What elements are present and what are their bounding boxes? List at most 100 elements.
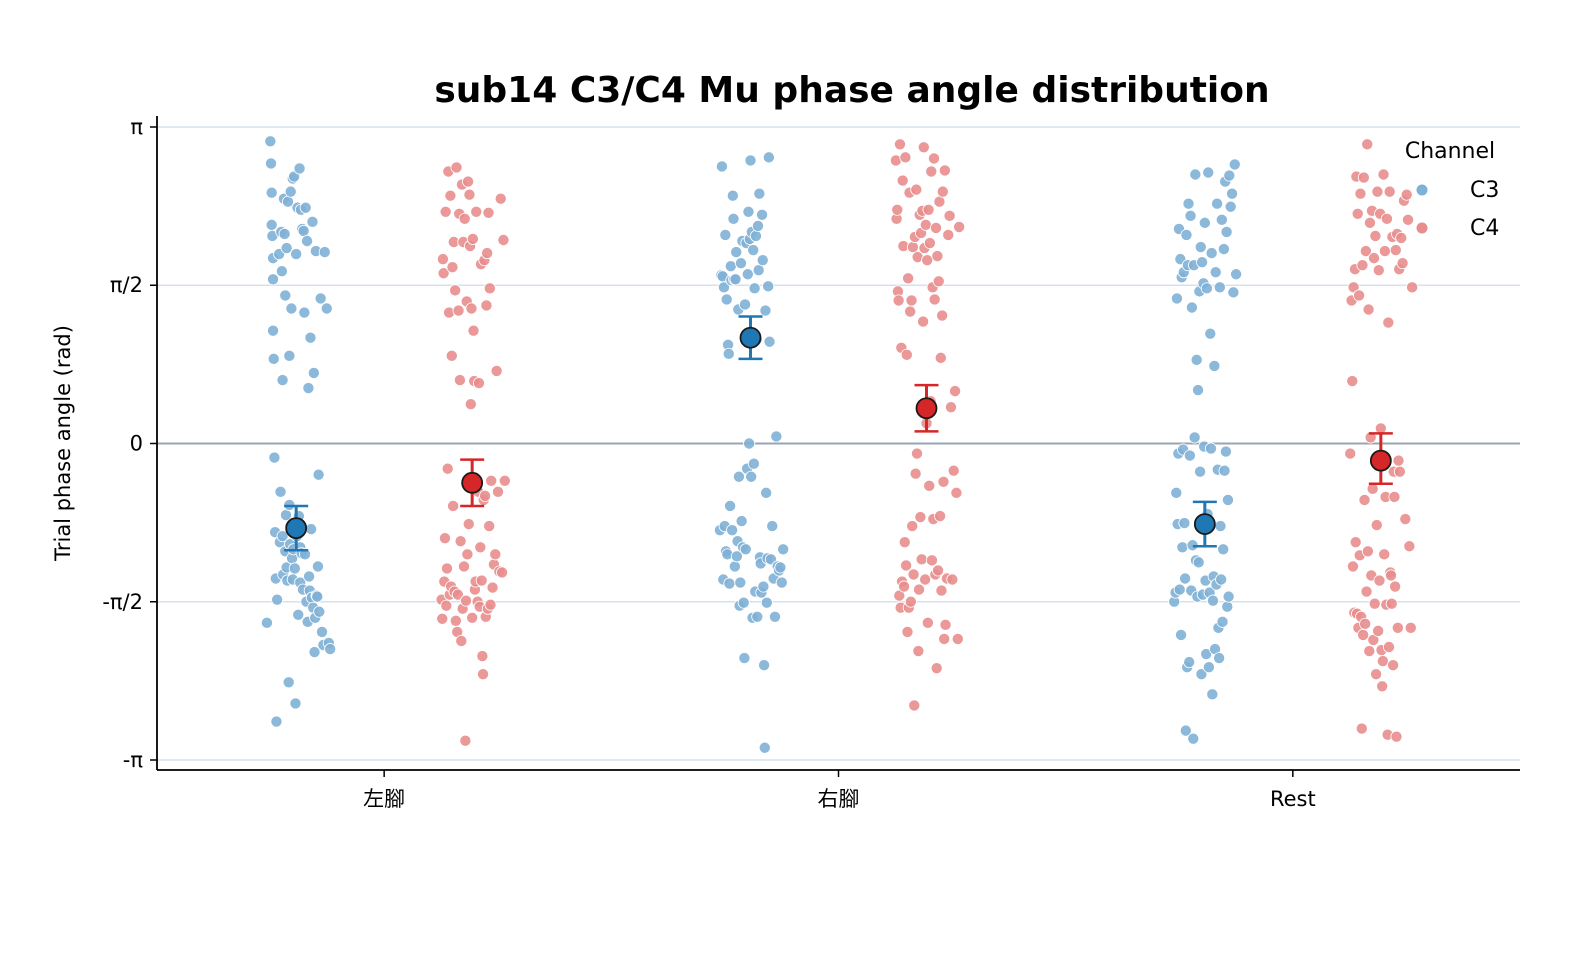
data-point-c3 bbox=[1223, 169, 1236, 182]
data-point-c3 bbox=[1217, 243, 1230, 256]
data-point-c4 bbox=[1370, 668, 1383, 681]
y-tick-label: π/2 bbox=[110, 273, 143, 297]
data-point-c4 bbox=[1353, 289, 1366, 302]
data-point-c4 bbox=[1406, 281, 1419, 294]
data-point-c4 bbox=[1399, 513, 1412, 526]
data-point-c4 bbox=[909, 467, 922, 480]
data-point-c4 bbox=[464, 398, 477, 411]
data-point-c3 bbox=[739, 543, 752, 556]
data-point-c3 bbox=[1190, 353, 1203, 366]
data-point-c3 bbox=[278, 227, 291, 240]
data-point-c4 bbox=[489, 548, 502, 561]
data-point-c3 bbox=[759, 304, 772, 317]
data-point-c3 bbox=[285, 302, 298, 315]
data-point-c3 bbox=[316, 625, 329, 638]
data-point-c3 bbox=[303, 570, 316, 583]
data-point-c4 bbox=[1385, 597, 1398, 610]
data-point-c4 bbox=[1344, 447, 1357, 460]
data-point-c4 bbox=[921, 616, 934, 629]
data-point-c3 bbox=[1188, 431, 1201, 444]
data-point-c4 bbox=[949, 385, 962, 398]
data-point-c3 bbox=[1215, 213, 1228, 226]
data-point-c3 bbox=[279, 289, 292, 302]
data-point-c3 bbox=[726, 524, 739, 537]
data-point-c4 bbox=[1404, 621, 1417, 634]
data-point-c4 bbox=[938, 164, 951, 177]
data-point-c4 bbox=[908, 699, 921, 712]
data-point-c4 bbox=[1400, 188, 1413, 201]
data-point-c4 bbox=[444, 189, 457, 202]
data-point-c4 bbox=[913, 583, 926, 596]
data-point-c4 bbox=[923, 479, 936, 492]
data-point-c3 bbox=[297, 224, 310, 237]
data-point-c4 bbox=[1396, 257, 1409, 270]
mean-marker-c3 bbox=[1193, 513, 1216, 535]
data-point-c4 bbox=[932, 564, 945, 577]
data-point-c3 bbox=[290, 248, 303, 261]
data-point-c4 bbox=[1362, 303, 1375, 316]
data-point-c4 bbox=[1363, 645, 1376, 658]
data-point-c4 bbox=[922, 203, 935, 216]
data-point-c3 bbox=[320, 302, 333, 315]
data-point-c4 bbox=[898, 536, 911, 549]
y-tick-label: π bbox=[130, 115, 143, 139]
y-axis-label: Trial phase angle (rad) bbox=[51, 325, 75, 562]
mean-layer bbox=[284, 315, 1393, 552]
y-tick-label: 0 bbox=[130, 432, 143, 456]
data-point-c4 bbox=[1358, 493, 1371, 506]
data-point-c3 bbox=[1208, 359, 1221, 372]
data-point-c4 bbox=[902, 272, 915, 285]
data-point-c4 bbox=[486, 581, 499, 594]
data-point-c3 bbox=[760, 596, 773, 609]
data-point-c4 bbox=[934, 510, 947, 523]
data-point-c3 bbox=[744, 154, 757, 167]
points-layer bbox=[260, 135, 1419, 754]
data-point-c3 bbox=[276, 374, 289, 387]
data-point-c4 bbox=[938, 632, 951, 645]
legend-label-c4: C4 bbox=[1470, 216, 1499, 241]
data-point-c3 bbox=[756, 208, 769, 221]
data-point-c4 bbox=[921, 254, 934, 267]
data-point-c4 bbox=[437, 267, 450, 280]
data-point-c4 bbox=[497, 233, 510, 246]
data-point-c4 bbox=[475, 574, 488, 587]
data-point-c4 bbox=[465, 302, 478, 315]
data-point-c3 bbox=[724, 260, 737, 273]
data-point-c3 bbox=[1230, 268, 1243, 281]
data-point-c3 bbox=[284, 185, 297, 198]
data-point-c4 bbox=[1383, 185, 1396, 198]
data-point-c3 bbox=[758, 741, 771, 754]
data-point-c3 bbox=[756, 254, 769, 267]
data-point-c3 bbox=[1180, 228, 1193, 241]
data-point-c3 bbox=[730, 550, 743, 563]
data-point-c3 bbox=[324, 643, 337, 656]
data-point-c3 bbox=[1179, 724, 1192, 737]
data-point-c4 bbox=[440, 599, 453, 612]
data-point-c4 bbox=[462, 175, 475, 188]
data-point-c3 bbox=[268, 451, 281, 464]
data-point-c4 bbox=[927, 152, 940, 165]
data-point-c3 bbox=[747, 457, 760, 470]
data-point-c3 bbox=[726, 189, 739, 202]
data-point-c3 bbox=[1196, 256, 1209, 269]
data-point-c4 bbox=[436, 612, 449, 625]
data-point-c4 bbox=[905, 294, 918, 307]
data-point-c4 bbox=[441, 562, 454, 575]
data-point-c4 bbox=[455, 634, 468, 647]
data-point-c3 bbox=[288, 562, 301, 575]
data-point-c4 bbox=[1363, 216, 1376, 229]
data-point-c4 bbox=[1349, 536, 1362, 549]
data-point-c3 bbox=[1202, 661, 1215, 674]
data-point-c4 bbox=[939, 618, 952, 631]
chart-title: sub14 C3/C4 Mu phase angle distribution bbox=[434, 70, 1269, 111]
data-point-c4 bbox=[496, 566, 509, 579]
legend-marker-c4 bbox=[1416, 222, 1428, 234]
data-point-c4 bbox=[901, 625, 914, 638]
data-point-c4 bbox=[1372, 264, 1385, 277]
data-point-c4 bbox=[1346, 560, 1359, 573]
data-point-c3 bbox=[282, 676, 295, 689]
data-point-c3 bbox=[760, 486, 773, 499]
data-point-c4 bbox=[441, 462, 454, 475]
data-point-c3 bbox=[734, 257, 747, 270]
